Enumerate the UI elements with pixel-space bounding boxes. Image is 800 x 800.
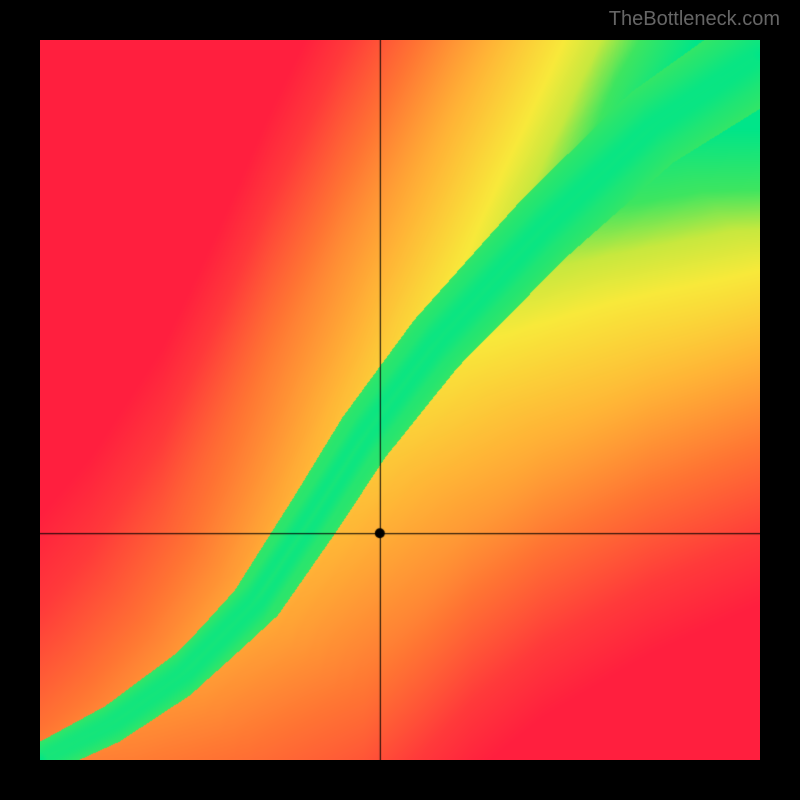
chart-container: TheBottleneck.com bbox=[0, 0, 800, 800]
heatmap-plot bbox=[40, 40, 760, 760]
watermark-text: TheBottleneck.com bbox=[609, 8, 780, 31]
heatmap-canvas bbox=[40, 40, 760, 760]
